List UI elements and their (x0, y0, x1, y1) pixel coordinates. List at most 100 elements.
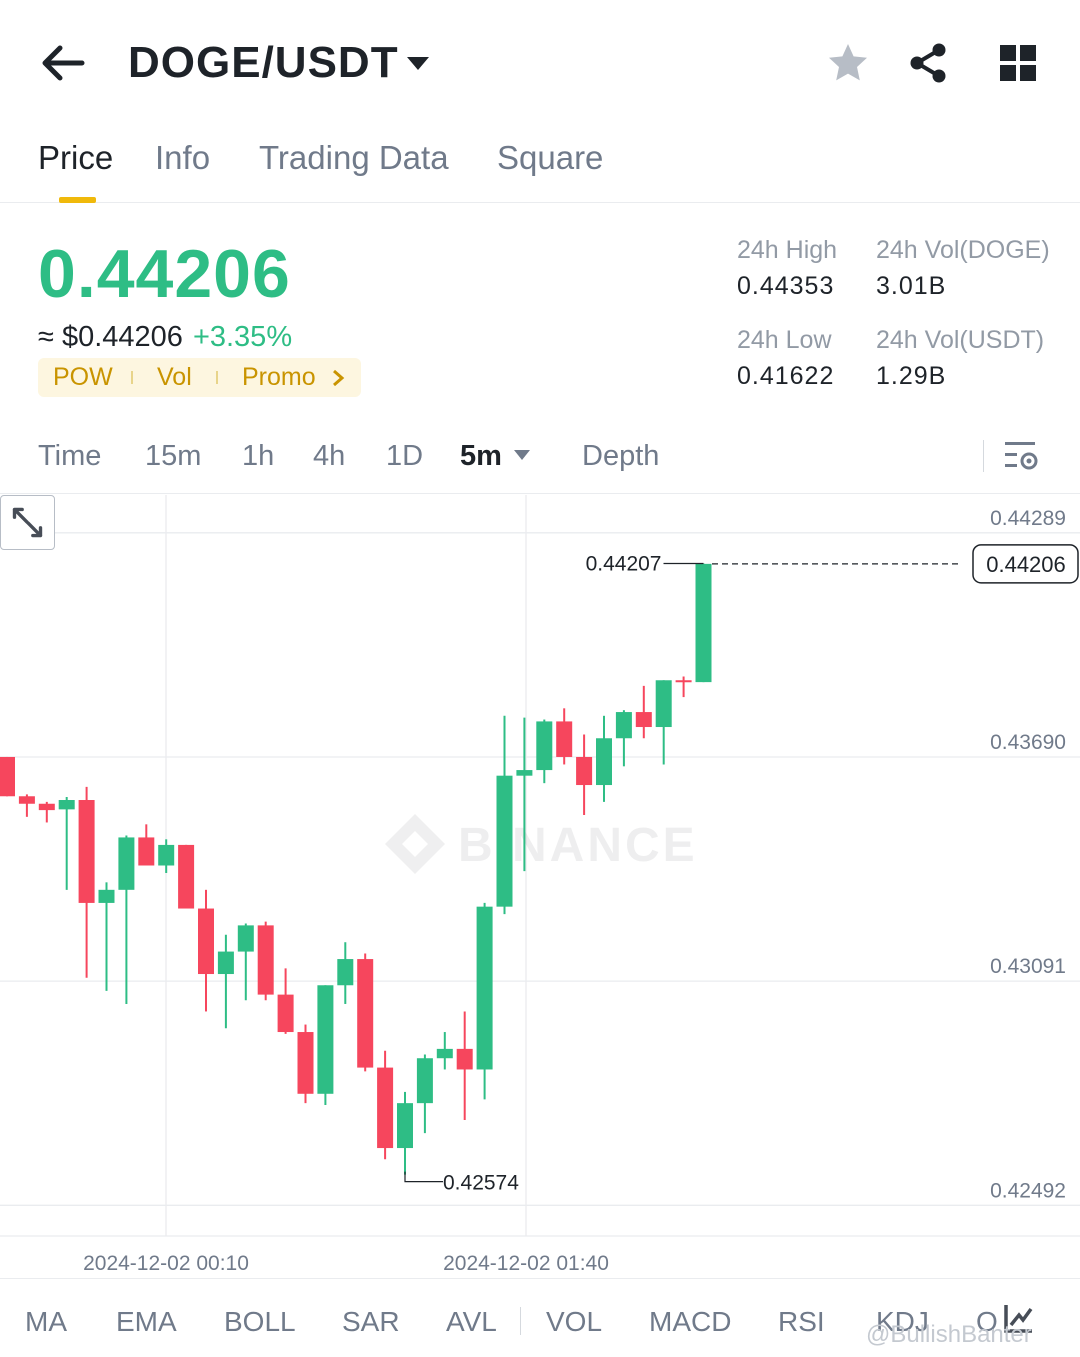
interval-5m[interactable]: 5m (460, 440, 502, 472)
tab-price[interactable]: Price (38, 139, 114, 176)
tab-trading-data[interactable]: Trading Data (259, 139, 449, 176)
candle-body (655, 680, 672, 728)
candle-body (98, 889, 115, 903)
candle-body (118, 837, 135, 890)
tag-strip[interactable]: POW Vol Promo (38, 358, 361, 397)
tab-square[interactable]: Square (497, 139, 604, 176)
interval-15m[interactable]: 15m (145, 440, 202, 472)
candle-body (158, 844, 175, 866)
candle (198, 889, 214, 1012)
user-watermark: @BullishBanter (866, 1321, 1032, 1348)
indicator-vol[interactable]: VOL (546, 1306, 603, 1337)
candle-body (217, 951, 234, 975)
indicator-macd[interactable]: MACD (649, 1306, 732, 1337)
candle (357, 953, 374, 1072)
last-price-axis-label: 0.44206 (986, 552, 1066, 577)
low-marker-line (404, 1171, 443, 1183)
interval-4h[interactable]: 4h (313, 440, 346, 472)
back-arrow-icon[interactable] (38, 40, 88, 86)
candle (675, 676, 692, 698)
indicator-more[interactable]: O (976, 1306, 998, 1337)
indicator-ema[interactable]: EMA (116, 1306, 177, 1337)
candle (635, 685, 652, 739)
chevron-right-icon (333, 369, 345, 387)
interval-depth[interactable]: Depth (582, 440, 660, 472)
binance-watermark: BINANCE (385, 814, 698, 874)
expand-icon[interactable] (0, 495, 55, 550)
share-icon[interactable] (905, 40, 951, 86)
interval-divider (983, 440, 984, 472)
candle (456, 1011, 473, 1120)
candle (576, 734, 593, 815)
tag-divider (131, 371, 133, 384)
candle-body (58, 800, 75, 810)
y-tick-label: 0.44289 (990, 507, 1066, 530)
candle (18, 794, 35, 817)
candle (158, 839, 175, 873)
y-tick-label: 0.43690 (990, 731, 1066, 754)
grid-icon[interactable] (995, 40, 1041, 86)
interval-1h[interactable]: 1h (242, 440, 275, 472)
indicator-avl[interactable]: AVL (446, 1306, 497, 1337)
candle (58, 797, 75, 890)
candle-body (377, 1067, 394, 1149)
interval-time[interactable]: Time (38, 440, 102, 472)
watermark-text: BINANCE (458, 819, 698, 872)
candle-body (635, 712, 652, 728)
tag-promo[interactable]: Promo (242, 363, 316, 391)
trading-pair-title[interactable]: DOGE/USDT (128, 38, 399, 87)
candle-body (615, 712, 632, 739)
interval-1d[interactable]: 1D (386, 440, 424, 472)
candle-body (496, 775, 513, 907)
indicator-rsi[interactable]: RSI (778, 1306, 825, 1337)
candle (0, 756, 15, 797)
candle (38, 801, 55, 823)
chart-settings-icon[interactable] (1002, 438, 1040, 474)
candle (217, 934, 234, 1029)
candle-body (576, 756, 593, 786)
y-tick-label: 0.43091 (990, 955, 1066, 978)
candle-body (476, 906, 493, 1070)
candle-body (18, 796, 35, 804)
indicator-sar[interactable]: SAR (342, 1306, 400, 1337)
caret-down-icon[interactable] (513, 449, 531, 461)
indicator-ma[interactable]: MA (25, 1306, 67, 1337)
stat-24h-vol-usdt-value: 1.29B (876, 362, 947, 390)
candle-body (0, 756, 15, 797)
caret-down-icon[interactable] (404, 52, 432, 74)
indicator-edit-icon[interactable] (1002, 1301, 1036, 1335)
tag-vol[interactable]: Vol (157, 363, 192, 391)
candle-body (78, 800, 95, 903)
candle-body (416, 1058, 433, 1104)
candle (257, 921, 274, 1001)
last-price-box (972, 544, 1079, 584)
candle-body (138, 837, 155, 866)
candle-body (198, 908, 214, 975)
interval-bar: Time 15m 1h 4h 1D 5m Depth (0, 420, 1080, 494)
price-change-percent: +3.35% (192, 321, 293, 353)
candle (78, 786, 95, 978)
star-icon[interactable] (825, 40, 871, 86)
candlestick-chart[interactable]: BINANCE 0.44206 0.44207 0.42574 0.44289 … (0, 495, 1080, 1278)
candle (416, 1054, 433, 1134)
indicator-boll[interactable]: BOLL (224, 1306, 296, 1337)
high-marker-label: 0.44207 (586, 552, 662, 575)
tag-divider (216, 371, 218, 384)
chart-canvas[interactable]: BINANCE 0.44206 0.44207 0.42574 0.44289 … (0, 495, 1080, 1278)
stat-24h-vol-doge-label: 24h Vol(DOGE) (876, 236, 1050, 264)
candle-body (695, 563, 712, 683)
indicator-kdj[interactable]: KDJ (876, 1306, 929, 1337)
candle-body (277, 994, 294, 1033)
tab-bar: Price Info Trading Data Square (0, 125, 1080, 203)
candle-body (596, 738, 612, 786)
stat-24h-high-label: 24h High (737, 236, 838, 264)
candle-body (357, 959, 374, 1068)
stat-24h-high-value: 0.44353 (737, 272, 835, 300)
candle (98, 882, 115, 991)
last-price: 0.44206 (38, 236, 291, 312)
candle (118, 835, 135, 1004)
stat-24h-low-value: 0.41622 (737, 362, 835, 390)
tab-info[interactable]: Info (155, 139, 211, 176)
tag-pow[interactable]: POW (53, 363, 113, 391)
candle (695, 563, 712, 683)
